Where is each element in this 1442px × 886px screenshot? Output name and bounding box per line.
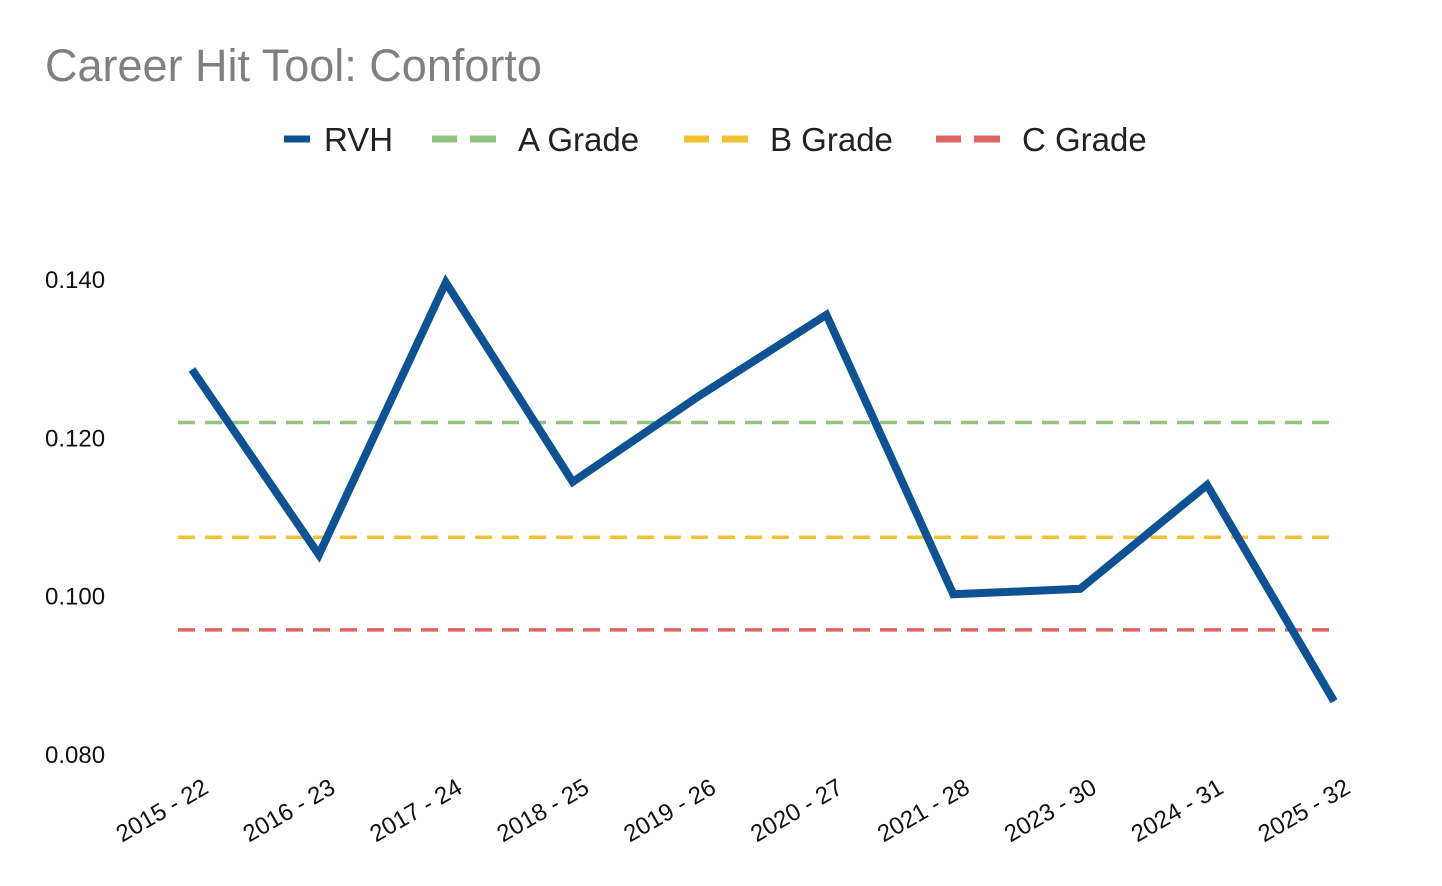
y-tick-label: 0.080 bbox=[45, 742, 105, 769]
legend-item-a-grade: A Grade bbox=[432, 121, 639, 158]
x-tick-label: 2023 - 30 bbox=[1000, 774, 1101, 848]
legend-label: RVH bbox=[324, 121, 393, 158]
data-point bbox=[445, 281, 447, 283]
legend-item-c-grade: C Grade bbox=[936, 121, 1147, 158]
x-tick-label: 2016 - 23 bbox=[239, 774, 340, 848]
x-tick-label: 2025 - 32 bbox=[1254, 774, 1355, 848]
x-tick-label: 2024 - 31 bbox=[1127, 774, 1228, 848]
x-tick-label: 2015 - 22 bbox=[112, 774, 213, 848]
x-tick-label: 2019 - 26 bbox=[619, 774, 720, 848]
chart-legend: RVH A Grade B Grade C Grade bbox=[284, 121, 1147, 158]
legend-item-rvh: RVH bbox=[284, 121, 393, 158]
legend-label: B Grade bbox=[770, 121, 893, 158]
y-axis: 0.080 0.100 0.120 0.140 bbox=[45, 267, 105, 769]
x-tick-label: 2018 - 25 bbox=[492, 774, 593, 848]
x-tick-label: 2017 - 24 bbox=[365, 774, 466, 848]
data-point bbox=[1333, 700, 1335, 702]
series-lines bbox=[188, 274, 1338, 704]
data-point bbox=[699, 395, 701, 397]
data-point bbox=[825, 314, 827, 316]
data-point bbox=[1079, 588, 1081, 590]
legend-label: C Grade bbox=[1022, 121, 1147, 158]
legend-label: A Grade bbox=[518, 121, 639, 158]
data-point bbox=[1206, 484, 1208, 486]
series-line-rvh bbox=[188, 274, 1338, 704]
y-tick-label: 0.100 bbox=[45, 584, 105, 611]
data-point bbox=[318, 554, 320, 556]
data-point bbox=[572, 481, 574, 483]
chart-title: Career Hit Tool: Conforto bbox=[45, 40, 542, 91]
legend-item-b-grade: B Grade bbox=[684, 121, 893, 158]
data-point bbox=[191, 368, 193, 370]
x-tick-label: 2021 - 28 bbox=[873, 774, 974, 848]
y-tick-label: 0.120 bbox=[45, 425, 105, 452]
data-point bbox=[952, 593, 954, 595]
y-tick-label: 0.140 bbox=[45, 267, 105, 294]
x-tick-label: 2020 - 27 bbox=[746, 774, 847, 848]
x-axis: 2015 - 22 2016 - 23 2017 - 24 2018 - 25 2019… bbox=[112, 774, 1355, 848]
